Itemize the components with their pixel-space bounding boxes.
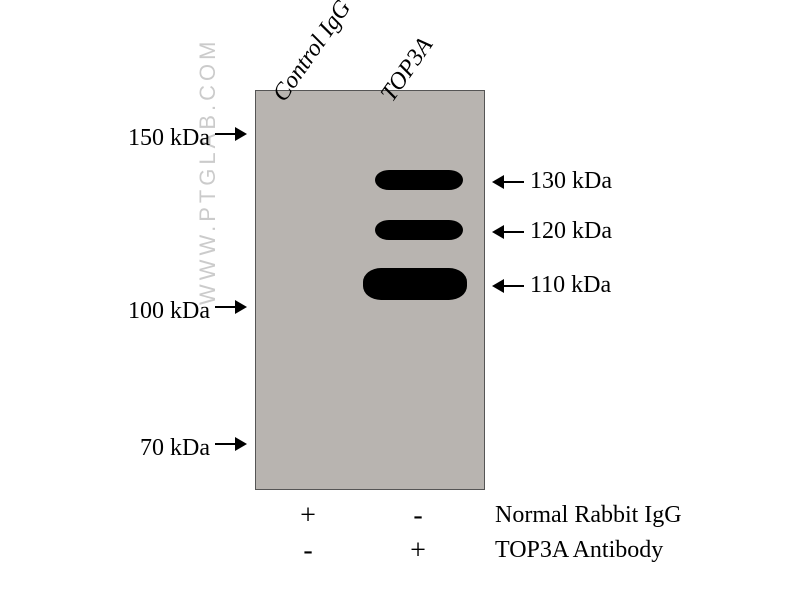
marker-label-150: 150 kDa xyxy=(110,125,210,152)
cond-label-normal-rabbit-igg: Normal Rabbit IgG xyxy=(495,502,682,529)
cond-symbol-r2c1: - xyxy=(293,535,323,567)
band-110kda xyxy=(363,268,467,300)
marker-label-100: 100 kDa xyxy=(110,298,210,325)
marker-label-70: 70 kDa xyxy=(110,435,210,462)
band-120kda xyxy=(375,220,463,240)
band-label-120: 120 kDa xyxy=(530,218,612,245)
band-label-130: 130 kDa xyxy=(530,168,612,195)
figure-container: WWW.PTGLAB.COM Control IgG TOP3A 150 kDa… xyxy=(0,0,800,600)
watermark-text: WWW.PTGLAB.COM xyxy=(195,38,221,305)
cond-symbol-r2c2: + xyxy=(403,535,433,567)
cond-symbol-r1c2: - xyxy=(403,500,433,532)
band-130kda xyxy=(375,170,463,190)
cond-symbol-r1c1: + xyxy=(293,500,323,532)
band-label-110: 110 kDa xyxy=(530,272,611,299)
cond-label-top3a-antibody: TOP3A Antibody xyxy=(495,537,663,564)
